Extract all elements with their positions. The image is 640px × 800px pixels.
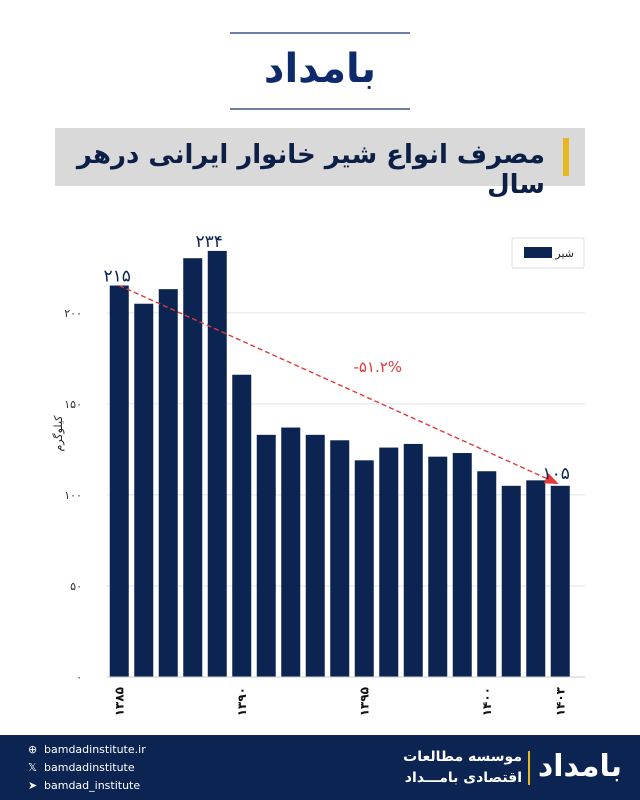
org-name-line2: اقتصادی بامـــداد	[404, 770, 522, 786]
x-tick-label: ۱۳۹۵	[357, 687, 371, 716]
bar	[330, 440, 350, 677]
bar	[354, 460, 374, 677]
x-tick-label: ۱۴۰۳	[553, 686, 567, 716]
bar	[501, 485, 521, 677]
bar	[281, 427, 301, 677]
legend-swatch	[524, 247, 552, 258]
header-rule-top	[230, 32, 410, 34]
y-tick-label: ۵۰	[70, 580, 82, 593]
x-tick-label: ۱۴۰۰	[480, 687, 494, 716]
title-bar: مصرف انواع شیر خانوار ایرانی درهر سال	[55, 128, 585, 200]
telegram-handle-link[interactable]: bamdad_institute	[44, 779, 141, 792]
bar	[379, 447, 399, 677]
y-tick-label: ۰	[76, 671, 82, 684]
bar	[305, 434, 325, 677]
title-accent	[563, 138, 569, 176]
y-tick-label: ۱۰۰	[64, 489, 82, 502]
bar	[403, 443, 423, 677]
y-axis-label: کیلوگرم	[52, 415, 65, 452]
x-handle-link[interactable]: bamdadinstitute	[44, 761, 135, 774]
data-label-last: ۱۰۵	[543, 464, 570, 484]
footer-separator	[528, 751, 530, 785]
website-link[interactable]: bamdadinstitute.ir	[44, 743, 146, 756]
bar	[207, 250, 227, 678]
globe-icon: ⊕	[28, 743, 38, 756]
footer: ⊕ bamdadinstitute.ir 𝕏 bamdadinstitute ➤…	[0, 735, 640, 800]
bar	[428, 456, 448, 677]
bar	[526, 480, 546, 677]
footer-logo: بامداد	[537, 749, 622, 784]
bar	[232, 374, 252, 677]
data-label-peak: ۲۳۴	[196, 232, 223, 252]
x-tick-label: ۱۳۹۰	[235, 687, 249, 716]
bar	[550, 485, 570, 677]
legend-label: شیر	[554, 247, 574, 260]
bar	[452, 453, 472, 677]
bar	[477, 471, 497, 677]
bar	[109, 285, 129, 677]
org-name-line1: موسسه مطالعات	[403, 749, 522, 765]
x-tick-label: ۱۳۸۵	[112, 687, 126, 716]
bar	[183, 258, 203, 677]
bar	[256, 434, 276, 677]
bar-chart: ۰ ۵۰ ۱۰۰ ۱۵۰ ۲۰۰ کیلوگرم ۱۳۸۵ ۱۳۹۰ ۱۳۹۵ ۱۴۰۰ ۱۴۰۳ -…	[52, 232, 585, 716]
trend-label: -۵۱.۲%	[353, 358, 402, 376]
data-label-first: ۲۱۵	[104, 267, 131, 287]
y-tick-label: ۲۰۰	[64, 307, 82, 320]
brand-logo: بامداد	[263, 46, 377, 92]
bar	[158, 289, 178, 677]
header-rule-bottom	[230, 108, 410, 110]
bar	[134, 303, 154, 677]
chart-title: مصرف انواع شیر خانوار ایرانی درهر سال	[76, 140, 545, 200]
y-tick-label: ۱۵۰	[64, 398, 82, 411]
x-icon: 𝕏	[28, 761, 37, 774]
header: بامداد	[0, 28, 640, 118]
telegram-icon: ➤	[28, 779, 38, 792]
